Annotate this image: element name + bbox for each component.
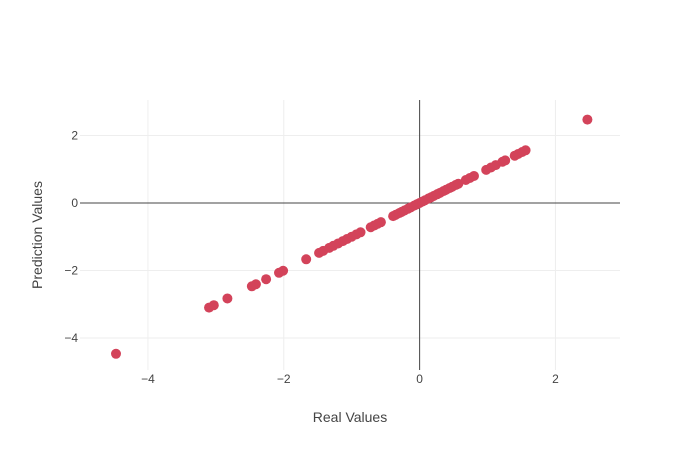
y-tick-label: −2	[64, 263, 78, 277]
data-points	[111, 114, 593, 359]
x-tick-label: −2	[277, 372, 291, 386]
data-point	[582, 114, 593, 125]
data-point	[261, 274, 272, 285]
data-point	[222, 293, 233, 304]
data-point	[468, 170, 479, 181]
x-tick-label: 2	[552, 372, 559, 386]
data-point	[453, 178, 464, 189]
data-point	[278, 265, 289, 276]
data-point	[250, 279, 261, 290]
y-tick-label: 2	[71, 128, 78, 142]
x-axis-ticks: −4 −2 0 2	[141, 372, 559, 386]
y-tick-label: −4	[64, 331, 78, 345]
data-point	[208, 300, 219, 311]
data-point	[301, 254, 312, 265]
zero-lines	[80, 100, 620, 370]
data-point	[520, 145, 531, 156]
x-tick-label: 0	[416, 372, 423, 386]
y-axis-ticks: −4 −2 0 2	[64, 128, 78, 345]
y-axis-title: Prediction Values	[29, 181, 45, 289]
data-point	[375, 217, 386, 228]
data-point	[500, 155, 511, 166]
x-axis-title: Real Values	[313, 409, 387, 425]
y-tick-label: 0	[71, 196, 78, 210]
data-point	[111, 348, 121, 359]
x-tick-label: −4	[141, 372, 155, 386]
grid	[80, 100, 620, 370]
data-point	[355, 227, 366, 238]
